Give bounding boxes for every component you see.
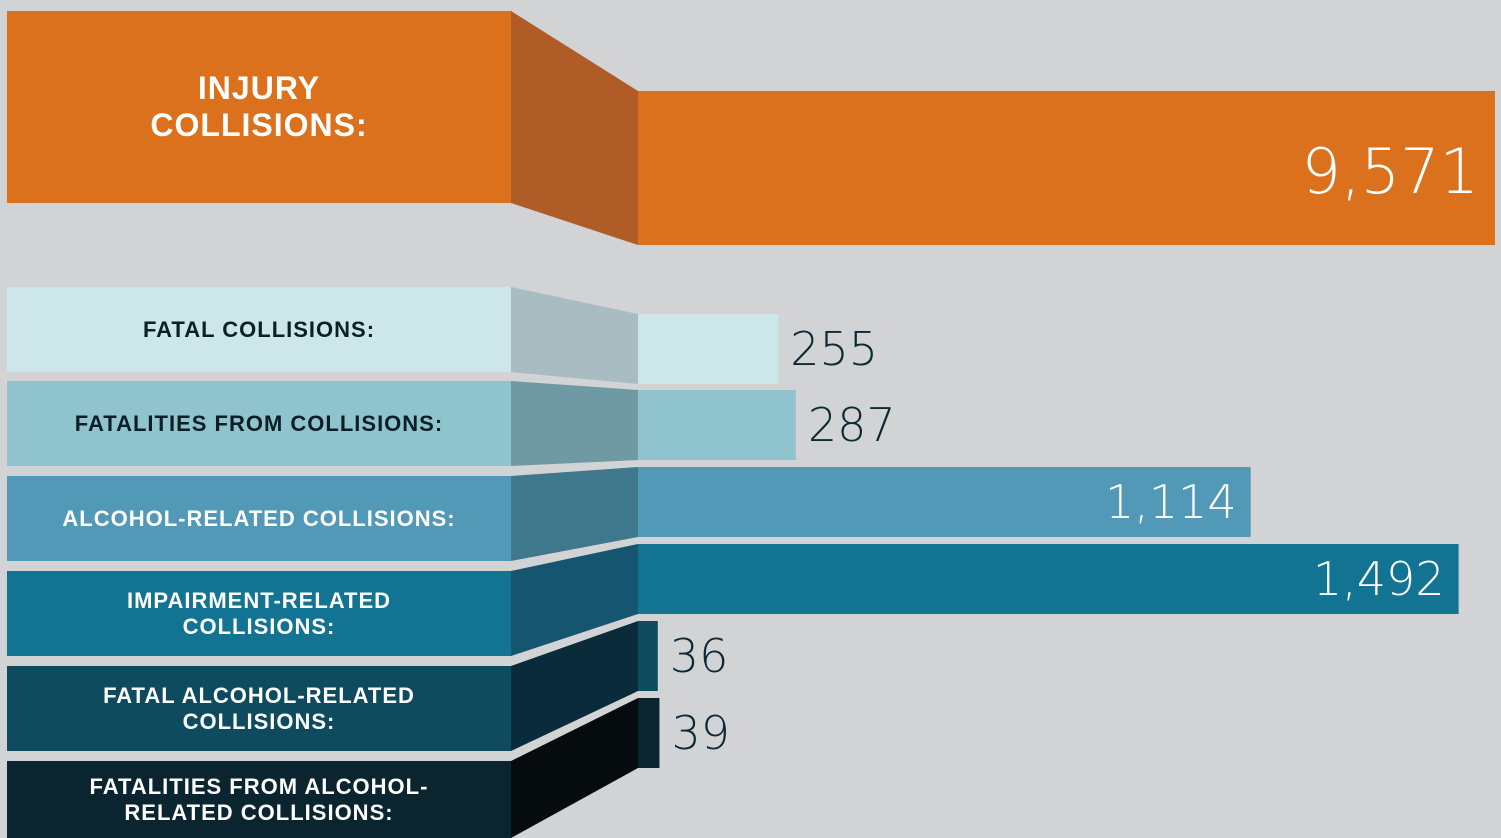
bar	[638, 467, 1251, 537]
bar	[638, 698, 660, 768]
headline-value: 9,571	[1301, 135, 1480, 208]
value-label: 1,114	[1104, 475, 1237, 529]
bar	[638, 621, 658, 691]
category-label: FATALITIES FROM ALCOHOL-RELATED COLLISIO…	[89, 773, 429, 825]
label-box	[7, 476, 511, 561]
headline-box	[7, 11, 511, 203]
label-box	[7, 571, 511, 656]
headline-connector	[511, 11, 638, 245]
value-label: 36	[669, 629, 729, 683]
category-label: ALCOHOL-RELATED COLLISIONS:	[62, 505, 456, 531]
label-box	[7, 287, 511, 372]
connector	[511, 698, 638, 838]
bar	[638, 314, 779, 384]
connector	[511, 287, 638, 384]
label-box	[7, 381, 511, 466]
bar	[638, 544, 1459, 614]
category-label: FATAL ALCOHOL-RELATED COLLISIONS:	[103, 682, 415, 734]
bar	[638, 390, 796, 460]
connector	[511, 381, 638, 466]
value-label: 1,492	[1312, 552, 1445, 606]
connector	[511, 621, 638, 751]
category-label: IMPAIRMENT-RELATED COLLISIONS:	[126, 587, 392, 639]
headline-label: INJURY COLLISIONS:	[150, 70, 368, 143]
category-label: FATAL COLLISIONS:	[142, 316, 376, 342]
connector	[511, 467, 638, 561]
headline-bar	[638, 91, 1495, 245]
connector	[511, 544, 638, 656]
label-box	[7, 666, 511, 751]
category-label: FATALITIES FROM COLLISIONS:	[74, 410, 444, 436]
value-label: 287	[807, 398, 896, 452]
value-label: 255	[790, 322, 879, 376]
label-box	[7, 761, 511, 838]
value-label: 39	[671, 706, 730, 760]
